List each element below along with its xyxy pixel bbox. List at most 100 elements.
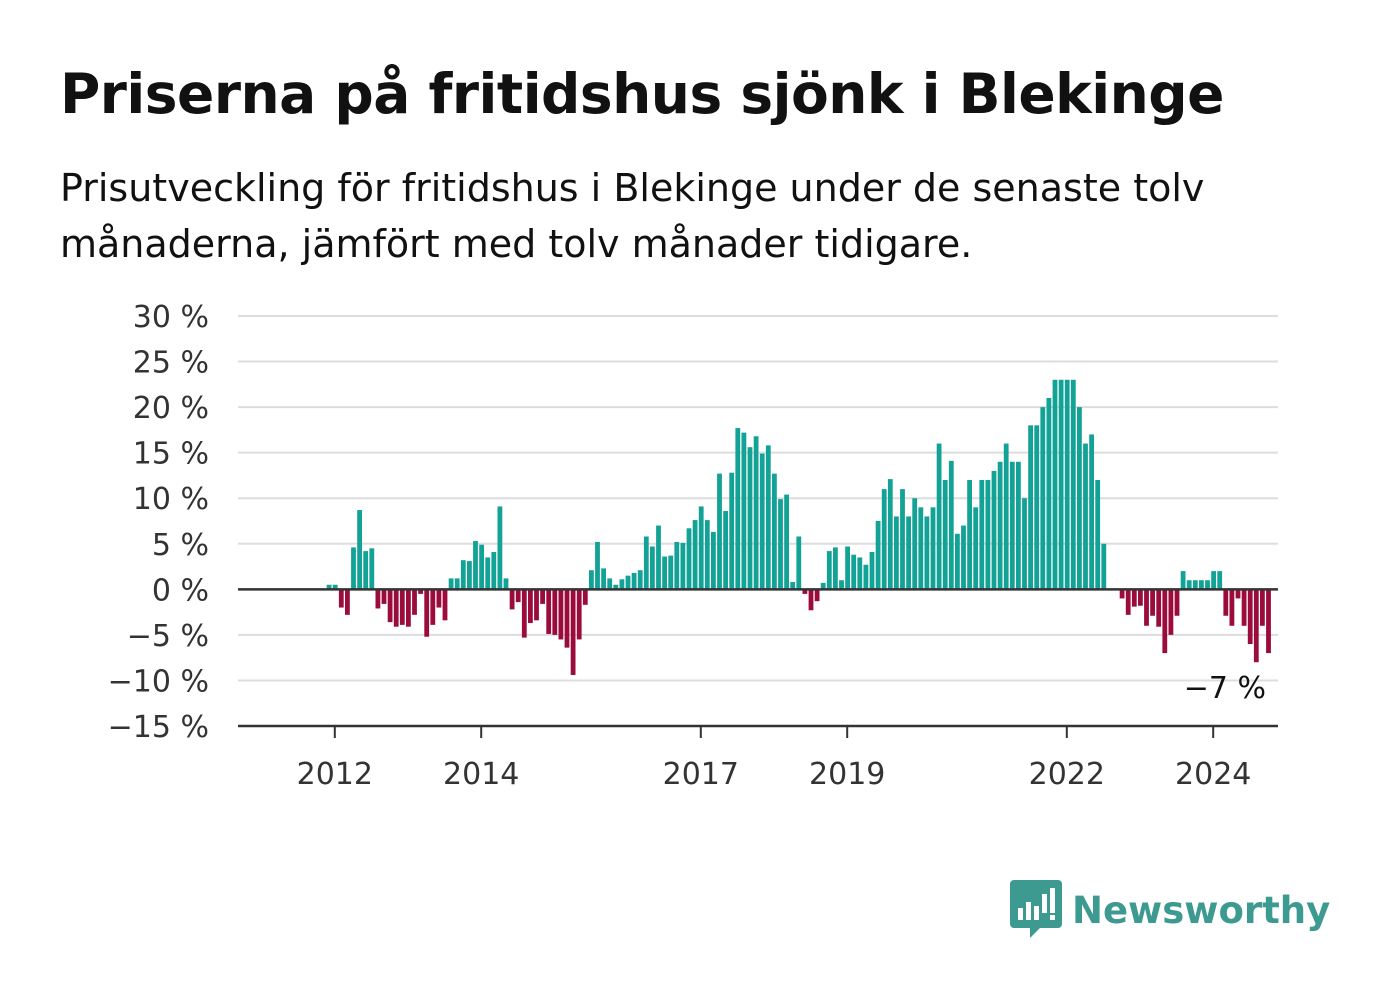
y-tick-label: 15 % — [133, 437, 209, 472]
y-tick-label: 5 % — [152, 528, 209, 563]
bar — [515, 589, 521, 603]
bar — [1186, 580, 1192, 590]
bar — [387, 589, 393, 623]
bar — [1040, 407, 1046, 590]
bar — [473, 541, 478, 590]
bar — [643, 536, 649, 590]
bar — [1077, 407, 1082, 590]
bar — [1168, 589, 1174, 635]
bar — [991, 470, 997, 590]
bar — [826, 551, 832, 590]
bar — [814, 589, 820, 602]
newsworthy-logo: Newsworthy — [1010, 880, 1330, 940]
bar — [686, 528, 692, 590]
bar — [546, 589, 552, 634]
bar — [1247, 589, 1253, 644]
bar — [936, 443, 942, 590]
bar — [778, 499, 783, 590]
bar — [900, 489, 905, 590]
bar — [765, 445, 771, 590]
bar — [759, 453, 765, 590]
bar — [1253, 589, 1259, 663]
bar — [436, 589, 442, 608]
bar — [857, 557, 863, 590]
bar — [1235, 589, 1241, 599]
bar — [851, 554, 857, 590]
bar — [863, 564, 869, 590]
bar — [985, 480, 991, 590]
bar — [942, 480, 948, 590]
y-axis-labels: 30 % 25 % 20 % 15 % 10 % 5 % 0 % −5 % −10 % −15 % — [108, 300, 209, 745]
bar — [1058, 379, 1064, 590]
bar — [607, 578, 613, 590]
bar — [955, 533, 960, 590]
bar — [1192, 580, 1198, 590]
bar — [839, 580, 844, 590]
bar — [869, 551, 875, 590]
chart-subtitle: Prisutveckling för fritidshus i Blekinge… — [60, 166, 1205, 266]
bar — [1260, 589, 1265, 626]
bar — [1089, 434, 1094, 590]
bar — [326, 584, 332, 590]
bar — [521, 589, 527, 638]
axes — [238, 588, 1278, 728]
bar — [399, 589, 405, 625]
bar — [485, 557, 491, 590]
bar — [1205, 580, 1210, 590]
y-tick-label: −10 % — [108, 664, 209, 699]
bar — [808, 589, 814, 611]
bar — [747, 447, 753, 590]
bar — [613, 584, 619, 590]
bar — [393, 589, 399, 627]
bar — [729, 472, 735, 590]
bar — [1217, 571, 1223, 590]
bar — [1003, 443, 1009, 590]
bar — [406, 589, 411, 627]
bar — [997, 461, 1003, 590]
bar — [589, 570, 594, 590]
bar — [784, 494, 789, 590]
y-tick-label: 20 % — [133, 391, 209, 426]
bar — [332, 584, 338, 590]
x-tick-label: 2017 — [663, 757, 739, 792]
bar — [460, 560, 466, 590]
bar — [930, 507, 936, 590]
bar — [973, 507, 979, 590]
bar — [1266, 589, 1271, 654]
bar — [534, 589, 539, 621]
bar — [570, 589, 576, 675]
bar — [1064, 379, 1070, 590]
bar — [564, 589, 570, 648]
bar — [1199, 580, 1204, 590]
bar — [1028, 425, 1033, 590]
bar — [552, 589, 558, 635]
bar — [1162, 589, 1168, 654]
bar — [1016, 461, 1021, 590]
bar — [656, 525, 661, 590]
bar — [619, 579, 625, 590]
bar — [1083, 443, 1088, 590]
bar — [375, 589, 381, 609]
bar — [497, 506, 503, 590]
y-tick-label: 30 % — [133, 300, 209, 335]
bar — [668, 555, 674, 590]
bar — [1241, 589, 1247, 626]
bar — [601, 568, 606, 590]
bar — [1211, 571, 1216, 590]
bar — [412, 589, 417, 615]
bar — [1150, 589, 1155, 616]
x-tick-label: 2019 — [809, 757, 885, 792]
bar — [448, 578, 454, 590]
bar — [650, 546, 655, 590]
bar — [711, 531, 716, 590]
bar — [1223, 589, 1229, 616]
bar — [363, 551, 369, 590]
bar — [418, 589, 423, 594]
bar — [595, 541, 600, 590]
bar — [1022, 498, 1027, 590]
bar — [424, 589, 430, 637]
bar — [528, 589, 533, 624]
bar — [741, 432, 747, 590]
bar — [833, 547, 838, 590]
